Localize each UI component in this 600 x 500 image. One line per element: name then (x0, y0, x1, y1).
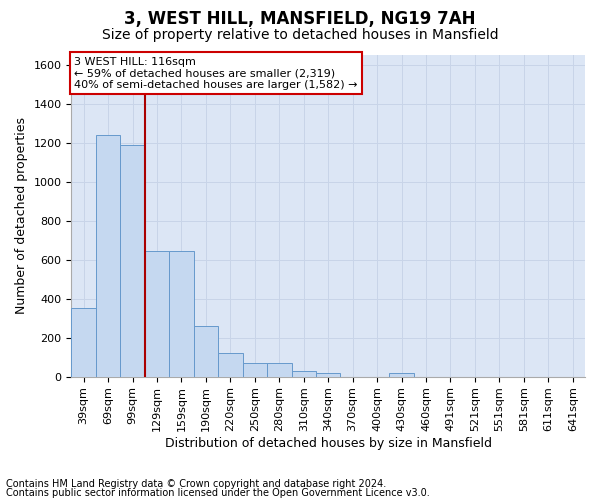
Bar (267, 363, 292, 376)
Bar (316, 373, 340, 376)
Bar (194, 326, 218, 376)
Bar (169, 251, 194, 376)
X-axis label: Distribution of detached houses by size in Mansfield: Distribution of detached houses by size … (165, 437, 492, 450)
Y-axis label: Number of detached properties: Number of detached properties (15, 118, 28, 314)
Bar (292, 371, 316, 376)
Bar (71, 308, 96, 376)
Bar (389, 373, 414, 376)
Text: 3 WEST HILL: 116sqm
← 59% of detached houses are smaller (2,319)
40% of semi-det: 3 WEST HILL: 116sqm ← 59% of detached ho… (74, 56, 358, 90)
Bar (145, 251, 169, 376)
Bar (218, 354, 242, 376)
Text: Size of property relative to detached houses in Mansfield: Size of property relative to detached ho… (101, 28, 499, 42)
Bar (96, 135, 121, 376)
Bar (121, 144, 145, 376)
Text: 3, WEST HILL, MANSFIELD, NG19 7AH: 3, WEST HILL, MANSFIELD, NG19 7AH (124, 10, 476, 28)
Text: Contains HM Land Registry data © Crown copyright and database right 2024.: Contains HM Land Registry data © Crown c… (6, 479, 386, 489)
Text: Contains public sector information licensed under the Open Government Licence v3: Contains public sector information licen… (6, 488, 430, 498)
Bar (242, 363, 267, 376)
